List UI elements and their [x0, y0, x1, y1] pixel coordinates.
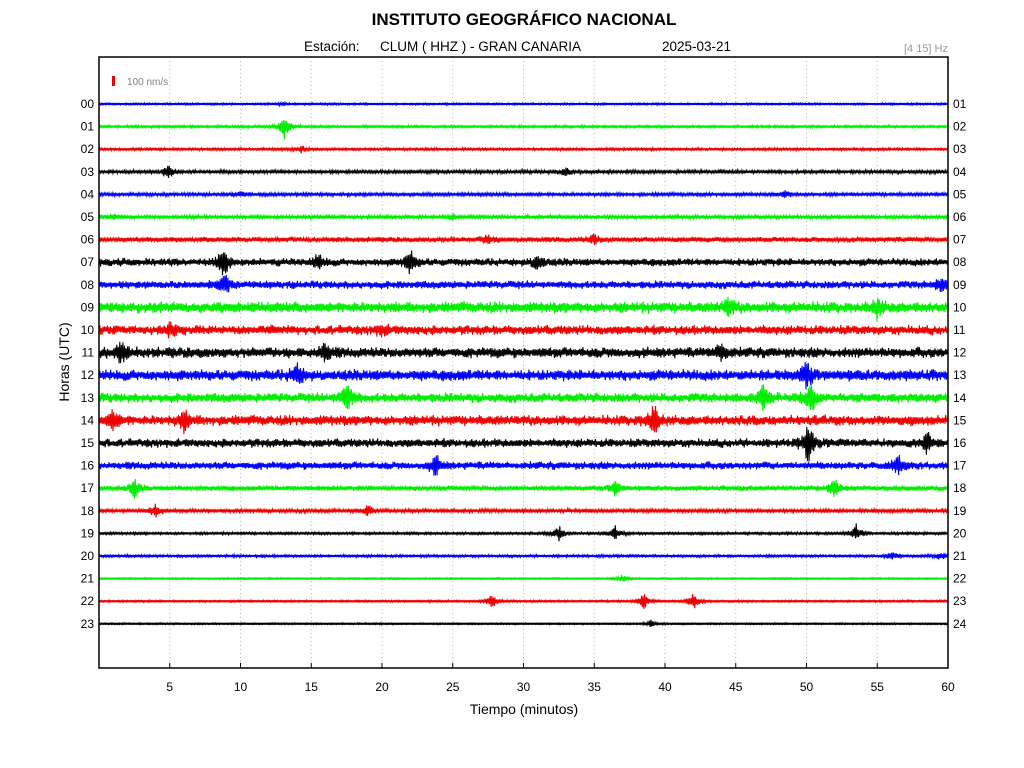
left-hour-label-18: 18	[81, 504, 95, 518]
left-hour-label-21: 21	[81, 572, 95, 586]
right-hour-label-14: 15	[953, 413, 967, 427]
left-hour-label-4: 04	[81, 187, 95, 201]
right-hour-label-18: 19	[953, 504, 967, 518]
x-tick-label-0: 5	[166, 680, 173, 694]
left-hour-label-8: 08	[81, 278, 95, 292]
left-hour-label-5: 05	[81, 210, 95, 224]
chart-title: INSTITUTO GEOGRÁFICO NACIONAL	[372, 10, 677, 29]
left-hour-label-9: 09	[81, 300, 95, 314]
left-hour-label-19: 19	[81, 526, 95, 540]
right-hour-label-22: 23	[953, 594, 967, 608]
right-hour-label-5: 06	[953, 210, 967, 224]
right-hour-label-17: 18	[953, 481, 967, 495]
right-hour-label-23: 24	[953, 617, 967, 631]
trace-hour-09	[98, 296, 949, 322]
right-hour-label-0: 01	[953, 97, 967, 111]
right-hour-label-9: 10	[953, 300, 967, 314]
station-name: CLUM ( HHZ ) - GRAN CANARIA	[380, 39, 581, 54]
left-hour-label-10: 10	[81, 323, 95, 337]
left-hour-label-20: 20	[81, 549, 95, 563]
x-tick-label-4: 25	[446, 680, 460, 694]
right-hour-label-2: 03	[953, 142, 967, 156]
right-hour-label-7: 08	[953, 255, 967, 269]
left-hour-label-23: 23	[81, 617, 95, 631]
x-axis-label: Tiempo (minutos)	[470, 701, 578, 717]
y-axis-label: Horas (UTC)	[56, 322, 72, 401]
x-tick-label-8: 45	[729, 680, 743, 694]
x-tick-label-11: 60	[941, 680, 955, 694]
left-hour-label-14: 14	[81, 413, 95, 427]
filter-band-label: [4 15] Hz	[904, 43, 948, 55]
trace-hour-13	[98, 382, 949, 411]
left-hour-label-3: 03	[81, 165, 95, 179]
left-hour-labels: 00 01 02 03 04 05 06 07 08 09 10 11 12 13 14 15 16 17 18 19…	[81, 97, 95, 631]
station-label: Estación:	[304, 39, 360, 54]
plot-frame	[98, 56, 949, 669]
trace-hour-15	[98, 426, 949, 462]
left-hour-label-15: 15	[81, 436, 95, 450]
right-hour-label-16: 17	[953, 459, 967, 473]
right-hour-label-21: 22	[953, 572, 967, 586]
right-hour-label-19: 20	[953, 526, 967, 540]
left-hour-label-13: 13	[81, 391, 95, 405]
left-hour-label-12: 12	[81, 368, 95, 382]
left-hour-label-2: 02	[81, 142, 95, 156]
x-tick-label-3: 20	[375, 680, 389, 694]
right-hour-label-13: 14	[953, 391, 967, 405]
left-hour-label-0: 00	[81, 97, 95, 111]
chart-date: 2025-03-21	[662, 39, 731, 54]
x-tick-label-1: 10	[234, 680, 248, 694]
right-hour-label-10: 11	[953, 323, 966, 337]
right-hour-label-20: 21	[953, 549, 967, 563]
right-hour-label-12: 13	[953, 368, 967, 382]
right-hour-label-6: 07	[953, 233, 967, 247]
x-tick-label-10: 55	[871, 680, 885, 694]
x-tick-label-2: 15	[305, 680, 319, 694]
x-tick-label-5: 30	[517, 680, 531, 694]
scale-label: 100 nm/s	[127, 77, 168, 88]
right-hour-label-15: 16	[953, 436, 967, 450]
left-hour-label-1: 01	[81, 120, 95, 134]
x-tick-label-9: 50	[800, 680, 814, 694]
left-hour-label-6: 06	[81, 233, 95, 247]
right-hour-label-1: 02	[953, 120, 967, 134]
scale-bar	[112, 76, 115, 86]
trace-hour-12	[98, 362, 949, 390]
right-hour-label-4: 05	[953, 187, 967, 201]
trace-hour-19	[98, 523, 949, 542]
left-hour-label-17: 17	[81, 481, 95, 495]
left-hour-label-22: 22	[81, 594, 95, 608]
left-hour-label-11: 11	[82, 346, 95, 360]
x-tick-label-6: 35	[588, 680, 602, 694]
left-hour-label-7: 07	[81, 255, 95, 269]
seismic-traces	[98, 100, 949, 627]
right-hour-label-11: 12	[953, 346, 967, 360]
right-hour-label-3: 04	[953, 165, 967, 179]
right-hour-labels: 01 02 03 04 05 06 07 08 09 10 11 12 13 14 15 16 17 18 19 20…	[953, 97, 967, 631]
right-hour-label-8: 09	[953, 278, 967, 292]
x-tick-label-7: 40	[658, 680, 672, 694]
left-hour-label-16: 16	[81, 459, 95, 473]
x-axis-ticks: 5 10 15 20 25 30 35 40 45 50 55 60	[166, 663, 955, 694]
